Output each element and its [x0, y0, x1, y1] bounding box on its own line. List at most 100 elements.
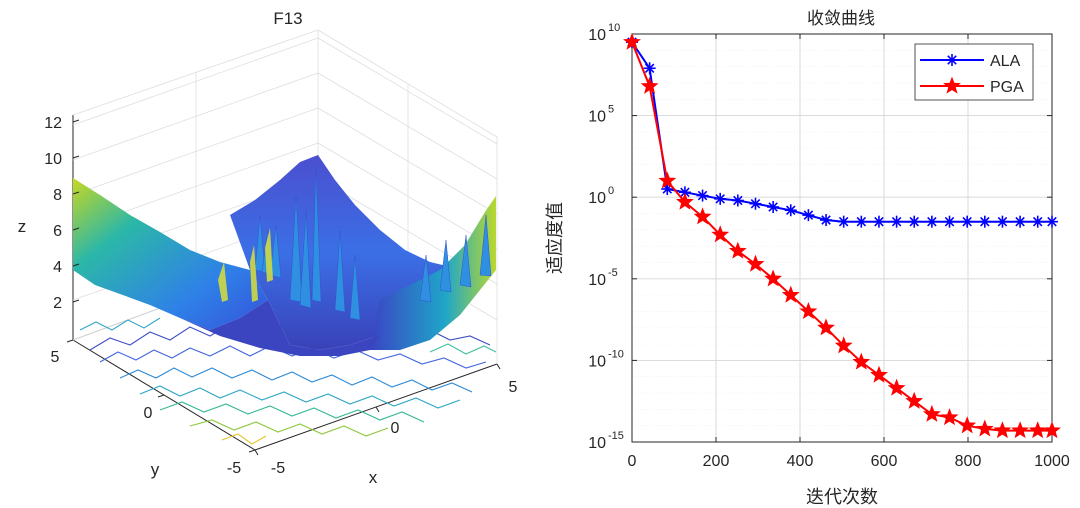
- pentagram-marker: [922, 404, 941, 422]
- legend-ala-label: ALA: [990, 53, 1021, 70]
- x-axis-ticks: [254, 363, 501, 456]
- contour-line: [189, 419, 389, 437]
- asterisk-marker: [837, 215, 850, 228]
- asterisk-marker: [925, 215, 938, 228]
- x-tick-label: 5: [509, 379, 518, 396]
- pentagram-marker: [1011, 421, 1030, 439]
- y-axis-ticks: [66, 339, 256, 453]
- series-ala: [626, 36, 1058, 228]
- pentagram-marker: [711, 225, 730, 243]
- convergence-plot-area: [631, 33, 1053, 443]
- contour-line: [79, 317, 161, 331]
- y-tick-label: 10: [588, 190, 606, 207]
- x-tick-label: 0: [391, 420, 400, 437]
- asterisk-marker: [731, 194, 744, 207]
- pentagram-marker: [940, 408, 959, 426]
- pentagram-marker: [958, 416, 977, 434]
- asterisk-marker: [1046, 215, 1058, 228]
- pentagram-marker: [1043, 421, 1061, 439]
- x-tick-label: 400: [787, 453, 814, 470]
- y-tick-exponent: 5: [608, 104, 614, 116]
- x-tick-label: -5: [271, 460, 285, 477]
- asterisk-marker: [1031, 215, 1044, 228]
- pentagram-marker: [746, 254, 765, 272]
- asterisk-marker: [855, 215, 868, 228]
- x-tick-label: 200: [703, 453, 730, 470]
- legend-pga-marker: [943, 76, 961, 94]
- pentagram-marker: [870, 365, 888, 383]
- surface-front-trough: [180, 300, 380, 356]
- asterisk-marker: [872, 215, 885, 228]
- pentagram-marker: [905, 391, 924, 409]
- convergence-title: 收敛曲线: [807, 9, 875, 28]
- asterisk-marker: [784, 204, 797, 217]
- asterisk-marker: [749, 197, 762, 210]
- convergence-series: [623, 32, 1061, 439]
- z-tick-label: 8: [53, 187, 62, 204]
- z-axis-label: z: [18, 217, 27, 236]
- surface: [73, 155, 496, 356]
- asterisk-marker: [961, 215, 974, 228]
- pentagram-marker: [675, 192, 694, 210]
- pentagram-marker: [640, 76, 659, 94]
- surface-title: F13: [273, 9, 302, 28]
- y-tick-exponent: -10: [608, 348, 624, 360]
- y-tick-exponent: 0: [608, 185, 614, 197]
- pentagram-marker: [728, 241, 747, 259]
- pentagram-marker: [834, 336, 853, 354]
- y-tick-label: 0: [144, 405, 153, 422]
- pentagram-marker: [781, 285, 800, 303]
- y-tick-label: 10: [588, 272, 606, 289]
- y-tick-exponent: -5: [608, 267, 618, 279]
- y-tick-label: -5: [227, 460, 241, 477]
- series-pga: [623, 32, 1061, 439]
- legend-pga-label: PGA: [990, 79, 1024, 96]
- y-tick-label: 10: [588, 435, 606, 452]
- asterisk-marker: [820, 214, 833, 227]
- z-tick-label: 4: [53, 259, 62, 276]
- z-tick-label: 2: [53, 295, 62, 312]
- y-tick-exponent: -15: [608, 430, 624, 442]
- asterisk-marker: [643, 62, 656, 75]
- x-tick-label: 800: [955, 453, 982, 470]
- legend: ALA PGA: [914, 43, 1034, 101]
- legend-box: [914, 43, 1034, 101]
- z-tick-label: 6: [53, 223, 62, 240]
- pentagram-marker: [623, 32, 641, 50]
- pentagram-marker: [887, 378, 906, 396]
- pentagram-marker: [993, 421, 1012, 439]
- asterisk-marker: [978, 215, 991, 228]
- y-tick-label: 10: [588, 109, 606, 126]
- z-tick-label: 12: [44, 115, 62, 132]
- surface-right-slope: [370, 196, 496, 350]
- series-line: [631, 41, 1052, 432]
- y-tick-label: 5: [51, 349, 60, 366]
- contour-line: [159, 401, 425, 423]
- z-axis: [72, 119, 80, 303]
- y-tick-label: 10: [588, 27, 606, 44]
- asterisk-marker: [802, 209, 815, 222]
- contour-line: [429, 343, 497, 355]
- pentagram-marker: [975, 419, 994, 437]
- asterisk-marker: [908, 215, 921, 228]
- convergence-x-label: 迭代次数: [806, 487, 878, 507]
- asterisk-marker: [996, 215, 1009, 228]
- surface-chart: F13: [18, 9, 518, 487]
- pentagram-marker: [1028, 421, 1047, 439]
- surface-spikes: [254, 164, 492, 321]
- x-tick-label: 600: [871, 453, 898, 470]
- asterisk-marker: [767, 200, 780, 213]
- y-tick-label: 10: [588, 353, 606, 370]
- x-tick-label: 1000: [1034, 453, 1070, 470]
- asterisk-marker: [943, 215, 956, 228]
- asterisk-marker: [714, 192, 727, 205]
- contour-line: [119, 367, 473, 393]
- x-tick-label: 0: [628, 453, 637, 470]
- pentagram-marker: [852, 352, 871, 370]
- asterisk-marker: [890, 215, 903, 228]
- asterisk-marker: [946, 54, 958, 66]
- z-tick-label: 10: [44, 151, 62, 168]
- pentagram-marker: [764, 269, 782, 287]
